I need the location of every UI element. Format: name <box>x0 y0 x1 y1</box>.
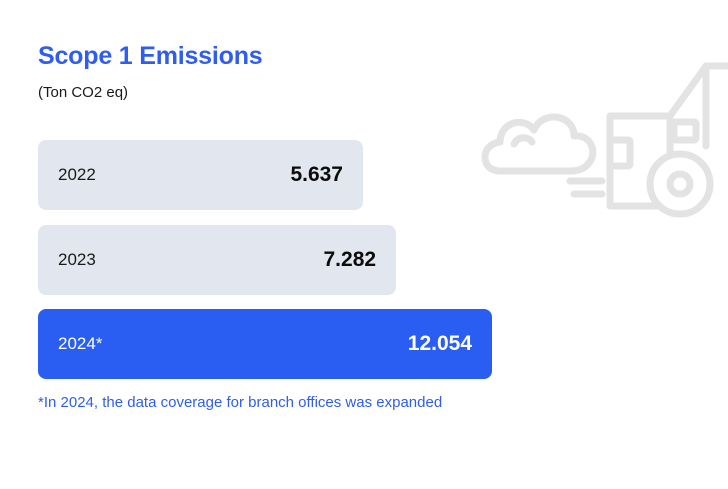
bar-2: 2024* 12.054 <box>38 309 492 379</box>
bar-1: 2023 7.282 <box>38 224 397 295</box>
bar-category-label: 2024* <box>58 334 103 353</box>
chart-subtitle: (Ton CO2 eq) <box>38 84 129 101</box>
bar-value-label: 7.282 <box>323 247 377 271</box>
bar-value-label: 5.637 <box>290 163 343 186</box>
bar-0: 2022 5.637 <box>38 140 363 210</box>
bar-category-label: 2022 <box>58 165 96 184</box>
bar-category-label: 2023 <box>58 249 96 269</box>
emission-truck-icon <box>481 62 728 218</box>
footnote: *In 2024, the data coverage for branch o… <box>38 394 443 411</box>
chart-title: Scope 1 Emissions <box>38 42 263 70</box>
bar-value-label: 12.054 <box>407 332 472 355</box>
